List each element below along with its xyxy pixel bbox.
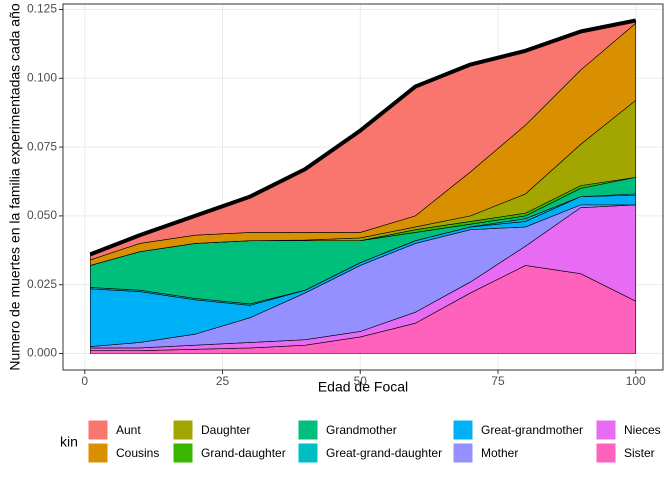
- legend-key: [595, 442, 617, 464]
- y-axis-title: Numero de muertes en la familia experime…: [7, 3, 23, 371]
- legend-label: Mother: [481, 446, 518, 460]
- legend-key: [452, 419, 474, 441]
- legend-key: [297, 442, 319, 464]
- legend-label: Sister: [624, 446, 655, 460]
- x-tick-label: 50: [354, 374, 368, 388]
- legend-label: Cousins: [116, 446, 159, 460]
- x-tick-label: 100: [626, 374, 646, 388]
- panel-border: [62, 3, 664, 371]
- total-line: [89, 18, 637, 257]
- legend-key: [172, 442, 194, 464]
- legend-key: [297, 419, 319, 441]
- legend-key: [87, 442, 109, 464]
- y-tick-label: 0.100: [27, 70, 57, 84]
- legend-key: [87, 419, 109, 441]
- y-tick-label: 0.125: [27, 2, 57, 16]
- x-tick-label: 25: [216, 374, 230, 388]
- y-tick-label: 0.075: [27, 139, 57, 153]
- legend-key: [172, 419, 194, 441]
- legend-key: [452, 442, 474, 464]
- legend-label: Aunt: [116, 423, 141, 437]
- x-tick-label: 75: [491, 374, 505, 388]
- y-tick-label: 0.000: [27, 346, 57, 360]
- legend-title: kin: [60, 434, 78, 450]
- legend-label: Daughter: [201, 423, 250, 437]
- legend-key: [595, 419, 617, 441]
- legend-label: Grand-daughter: [201, 446, 286, 460]
- y-tick-label: 0.025: [27, 277, 57, 291]
- y-tick-label: 0.050: [27, 208, 57, 222]
- x-tick-label: 0: [81, 374, 88, 388]
- legend-label: Nieces: [624, 423, 661, 437]
- legend-label: Grandmother: [326, 423, 397, 437]
- legend-label: Great-grandmother: [481, 423, 583, 437]
- legend-label: Great-grand-daughter: [326, 446, 442, 460]
- x-axis-title: Edad de Focal: [318, 379, 408, 395]
